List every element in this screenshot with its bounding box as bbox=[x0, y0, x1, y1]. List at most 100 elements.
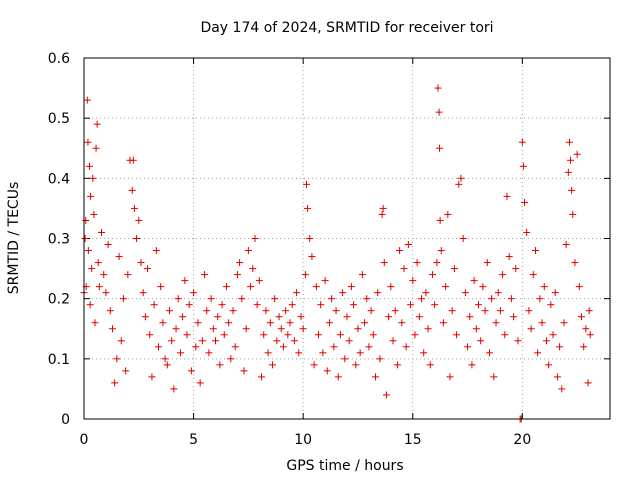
data-point bbox=[391, 307, 399, 315]
data-point bbox=[523, 228, 531, 236]
data-point bbox=[231, 343, 239, 351]
data-point bbox=[494, 289, 502, 297]
data-point bbox=[299, 325, 307, 333]
data-point bbox=[330, 343, 338, 351]
data-point bbox=[288, 301, 296, 309]
data-point bbox=[457, 174, 465, 182]
data-point bbox=[496, 307, 504, 315]
data-point bbox=[155, 343, 163, 351]
data-point bbox=[545, 361, 553, 369]
data-point bbox=[297, 313, 305, 321]
data-point bbox=[415, 313, 423, 321]
y-tick-label: 0 bbox=[61, 412, 70, 428]
data-point bbox=[86, 301, 94, 309]
data-point bbox=[319, 349, 327, 357]
data-point bbox=[567, 156, 575, 164]
data-point bbox=[477, 337, 485, 345]
data-point bbox=[448, 307, 456, 315]
data-point bbox=[365, 343, 373, 351]
data-point bbox=[374, 289, 382, 297]
y-tick-label: 0.5 bbox=[48, 111, 70, 127]
data-point bbox=[286, 319, 294, 327]
data-point bbox=[89, 174, 97, 182]
data-point bbox=[277, 325, 285, 333]
data-point bbox=[179, 313, 187, 321]
data-point bbox=[569, 210, 577, 218]
data-point bbox=[549, 331, 557, 339]
data-point bbox=[201, 271, 209, 279]
data-point bbox=[122, 367, 130, 375]
data-point bbox=[393, 361, 401, 369]
data-point bbox=[302, 180, 310, 188]
data-point bbox=[472, 325, 480, 333]
data-point bbox=[571, 259, 579, 267]
data-point bbox=[580, 343, 588, 351]
data-point bbox=[347, 283, 355, 291]
data-point bbox=[400, 265, 408, 273]
data-point bbox=[584, 379, 592, 387]
data-point bbox=[163, 361, 171, 369]
data-point bbox=[420, 349, 428, 357]
data-point bbox=[128, 186, 136, 194]
data-point bbox=[168, 337, 176, 345]
data-point bbox=[510, 313, 518, 321]
data-point bbox=[100, 271, 108, 279]
data-point bbox=[203, 307, 211, 315]
data-point bbox=[306, 235, 314, 242]
data-point bbox=[436, 216, 444, 224]
data-point bbox=[95, 283, 103, 291]
data-point bbox=[334, 373, 342, 381]
data-point bbox=[308, 253, 316, 261]
data-point bbox=[236, 259, 244, 267]
data-point bbox=[260, 331, 268, 339]
data-point bbox=[152, 247, 160, 255]
y-tick-label: 0.1 bbox=[48, 352, 70, 368]
data-point bbox=[185, 301, 193, 309]
data-point bbox=[402, 343, 410, 351]
data-point bbox=[135, 216, 143, 224]
data-point bbox=[514, 337, 522, 345]
data-point bbox=[565, 138, 573, 146]
data-point bbox=[133, 235, 141, 242]
data-point bbox=[113, 355, 121, 363]
data-point bbox=[547, 301, 555, 309]
data-point bbox=[479, 283, 487, 291]
data-point bbox=[238, 295, 246, 303]
data-point bbox=[323, 367, 331, 375]
data-point bbox=[389, 337, 397, 345]
data-point bbox=[102, 289, 110, 297]
data-point bbox=[341, 355, 349, 363]
data-point bbox=[356, 349, 364, 357]
data-point bbox=[435, 108, 443, 116]
data-point bbox=[157, 283, 165, 291]
data-point bbox=[521, 198, 529, 206]
data-point bbox=[488, 295, 496, 303]
y-tick-label: 0.4 bbox=[48, 171, 70, 187]
data-point bbox=[90, 210, 98, 218]
axis-ticks bbox=[83, 57, 610, 420]
y-tick-label: 0.2 bbox=[48, 292, 70, 308]
data-point bbox=[137, 259, 145, 267]
data-point bbox=[233, 271, 241, 279]
data-point bbox=[435, 144, 443, 152]
data-point bbox=[146, 331, 154, 339]
y-axis-label: SRMTID / TECUs bbox=[6, 182, 22, 295]
data-point bbox=[81, 235, 89, 242]
data-point bbox=[529, 271, 537, 279]
data-point bbox=[130, 204, 138, 212]
data-points bbox=[80, 84, 594, 423]
data-point bbox=[240, 367, 248, 375]
data-point bbox=[82, 216, 90, 224]
data-point bbox=[88, 265, 96, 273]
data-point bbox=[227, 355, 235, 363]
data-point bbox=[585, 307, 593, 315]
data-point bbox=[196, 379, 204, 387]
data-point bbox=[343, 313, 351, 321]
data-point bbox=[450, 265, 458, 273]
data-point bbox=[387, 283, 395, 291]
data-point bbox=[190, 289, 198, 297]
data-point bbox=[398, 319, 406, 327]
data-point bbox=[586, 331, 594, 339]
data-point bbox=[507, 295, 515, 303]
